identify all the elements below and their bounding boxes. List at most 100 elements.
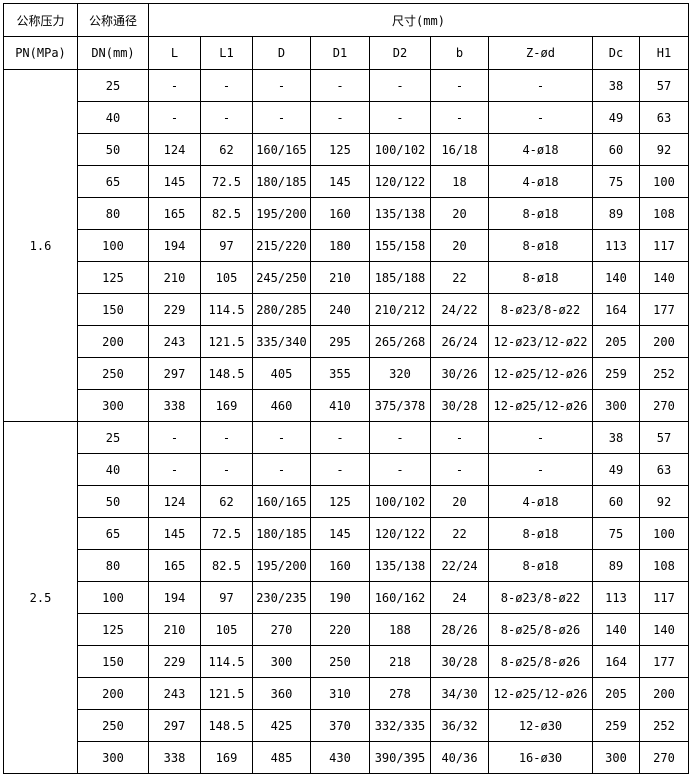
dimension-cell: - <box>430 421 489 454</box>
dimension-cell: 89 <box>592 197 640 230</box>
dimension-cell: 38 <box>592 421 640 454</box>
dimension-cell: 8-ø18 <box>488 517 593 550</box>
dimension-cell: 425 <box>252 709 311 742</box>
dimension-cell: 8-ø18 <box>488 197 593 230</box>
dimension-cell: 8-ø25/8-ø26 <box>488 645 593 678</box>
dimension-cell: 243 <box>148 325 201 358</box>
dimension-cell: - <box>252 421 311 454</box>
dimension-cell: 338 <box>148 741 201 774</box>
dn-cell: 40 <box>77 453 149 486</box>
dn-cell: 125 <box>77 613 149 646</box>
column-header: b <box>430 36 489 70</box>
dimension-cell: 300 <box>592 741 640 774</box>
table-row: 250 297 148.5 405 355 320 30/26 12-ø25/12-ø26 25… <box>4 357 689 390</box>
dimension-cell: 169 <box>200 389 253 422</box>
dimension-cell: 164 <box>592 293 640 326</box>
column-header: D2 <box>369 36 431 70</box>
dimension-cell: 250 <box>310 645 370 678</box>
dn-cell: 250 <box>77 709 149 742</box>
dimension-cell: 297 <box>148 357 201 390</box>
dimension-cell: 49 <box>592 453 640 486</box>
table-row: 100 194 97 230/235 190 160/162 24 8-ø23/8-ø22 11… <box>4 581 689 614</box>
dimension-cell: 135/138 <box>369 549 431 582</box>
dimension-cell: 30/28 <box>430 389 489 422</box>
dimension-cell: - <box>430 453 489 486</box>
dimension-cell: 114.5 <box>200 645 253 678</box>
dimension-cell: 72.5 <box>200 517 253 550</box>
dimension-cell: 148.5 <box>200 709 253 742</box>
dimension-cell: 121.5 <box>200 325 253 358</box>
dimension-cell: 145 <box>148 517 201 550</box>
table-row: 100 194 97 215/220 180 155/158 20 8-ø18 113 117 <box>4 229 689 262</box>
table-row: 1.6 25- - - - - - -38 57 <box>3 69 689 422</box>
dn-cell: 25 <box>77 421 149 454</box>
dimension-cell: 12-ø23/12-ø22 <box>488 325 593 358</box>
dn-cell: 65 <box>77 165 149 198</box>
dimension-cell: 57 <box>639 69 689 102</box>
dn-cell: 65 <box>77 517 149 550</box>
dimension-cell: 390/395 <box>369 741 431 774</box>
dimension-cell: 8-ø23/8-ø22 <box>488 293 593 326</box>
pressure-cell: 2.5 <box>3 421 78 774</box>
dn-cell: 100 <box>77 229 149 262</box>
dimension-cell: 22 <box>430 517 489 550</box>
column-header: D <box>252 36 311 70</box>
dimension-cell: - <box>252 453 311 486</box>
dimension-cell: 124 <box>148 485 201 518</box>
dimension-cell: 205 <box>592 325 640 358</box>
dimension-cell: 218 <box>369 645 431 678</box>
dimension-cell: 200 <box>639 677 689 710</box>
dimension-cell: - <box>310 101 370 134</box>
dimension-cell: - <box>148 69 201 102</box>
dimension-cell: 160/165 <box>252 133 311 166</box>
dimension-cell: 245/250 <box>252 261 311 294</box>
table-row: 125 210 105 270 220 188 28/26 8-ø25/8-ø26 140 140 <box>4 613 689 646</box>
table-row: 300 338 169 460 410 375/378 30/28 12-ø25/12-ø26… <box>4 389 689 422</box>
dimension-cell: 4-ø18 <box>488 133 593 166</box>
dimension-cell: - <box>488 421 593 454</box>
dimension-cell: - <box>200 453 253 486</box>
dimension-cell: 12-ø30 <box>488 709 593 742</box>
dimension-cell: 360 <box>252 677 311 710</box>
dimension-cell: 177 <box>639 293 689 326</box>
dimension-cell: 12-ø25/12-ø26 <box>488 389 593 422</box>
dimension-cell: 92 <box>639 485 689 518</box>
dimension-cell: 117 <box>639 581 689 614</box>
column-header: Z-ød <box>488 36 593 70</box>
dimension-cell: 195/200 <box>252 197 311 230</box>
column-header: L1 <box>200 36 253 70</box>
dn-cell: 100 <box>77 581 149 614</box>
dimension-cell: 89 <box>592 549 640 582</box>
dimension-cell: 57 <box>639 421 689 454</box>
dimension-cell: - <box>252 69 311 102</box>
dimension-cell: 430 <box>310 741 370 774</box>
dimension-cell: 4-ø18 <box>488 165 593 198</box>
dimension-cell: 145 <box>148 165 201 198</box>
table-row: 80 165 82.5 195/200 160 135/138 22/24 8-ø18 89 10… <box>4 549 689 582</box>
dimension-cell: 332/335 <box>369 709 431 742</box>
dimension-cell: 28/26 <box>430 613 489 646</box>
dimension-cell: 117 <box>639 229 689 262</box>
dimension-cell: 20 <box>430 197 489 230</box>
dimension-cell: 210 <box>148 613 201 646</box>
dimension-cell: 410 <box>310 389 370 422</box>
column-header: H1 <box>639 36 689 70</box>
table-row: 40- - - - - - -49 63 <box>4 453 689 486</box>
dimension-cell: - <box>488 101 593 134</box>
dimension-cell: 72.5 <box>200 165 253 198</box>
dn-cell: 200 <box>77 325 149 358</box>
dimension-cell: 38 <box>592 69 640 102</box>
dimension-cell: 113 <box>592 229 640 262</box>
dimension-cell: 270 <box>639 389 689 422</box>
dimension-cell: 140 <box>592 261 640 294</box>
dimension-cell: - <box>369 421 431 454</box>
column-header: L <box>148 36 201 70</box>
dimension-cell: - <box>200 101 253 134</box>
dimension-cell: - <box>148 101 201 134</box>
dn-cell: 125 <box>77 261 149 294</box>
table-row: 40- - - - - - -49 63 <box>4 101 689 134</box>
dimension-cell: 200 <box>639 325 689 358</box>
dimension-cell: - <box>148 453 201 486</box>
dimension-cell: 215/220 <box>252 229 311 262</box>
dimension-cell: 97 <box>200 581 253 614</box>
